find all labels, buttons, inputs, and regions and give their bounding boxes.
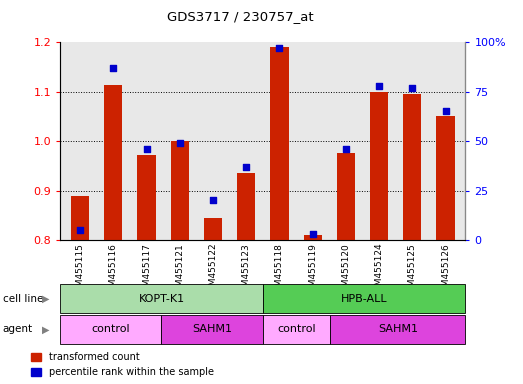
- Bar: [170, 141, 189, 240]
- Point: [176, 140, 184, 146]
- Text: agent: agent: [3, 324, 33, 334]
- Text: GDS3717 / 230757_at: GDS3717 / 230757_at: [167, 10, 314, 23]
- Bar: [370, 92, 388, 240]
- Bar: [303, 235, 322, 240]
- Point: [109, 65, 118, 71]
- Bar: [204, 218, 222, 240]
- Point: [242, 164, 251, 170]
- Point: [209, 197, 217, 204]
- Text: ▶: ▶: [42, 293, 50, 304]
- Text: control: control: [277, 324, 316, 334]
- Bar: [403, 94, 422, 240]
- Bar: [436, 116, 454, 240]
- Bar: [270, 47, 289, 240]
- Text: HPB-ALL: HPB-ALL: [341, 293, 388, 304]
- Text: SAHM1: SAHM1: [378, 324, 418, 334]
- Text: KOPT-K1: KOPT-K1: [139, 293, 185, 304]
- Bar: [337, 154, 355, 240]
- Point: [342, 146, 350, 152]
- Legend: transformed count, percentile rank within the sample: transformed count, percentile rank withi…: [31, 353, 213, 377]
- Text: cell line: cell line: [3, 293, 43, 304]
- Point: [441, 108, 450, 114]
- Bar: [104, 85, 122, 240]
- Point: [275, 45, 283, 51]
- Point: [76, 227, 84, 233]
- Bar: [71, 195, 89, 240]
- Point: [309, 231, 317, 237]
- Point: [142, 146, 151, 152]
- Point: [375, 83, 383, 89]
- Text: SAHM1: SAHM1: [192, 324, 232, 334]
- Text: ▶: ▶: [42, 324, 50, 334]
- Text: control: control: [92, 324, 130, 334]
- Bar: [138, 155, 156, 240]
- Point: [408, 84, 416, 91]
- Bar: [237, 173, 255, 240]
